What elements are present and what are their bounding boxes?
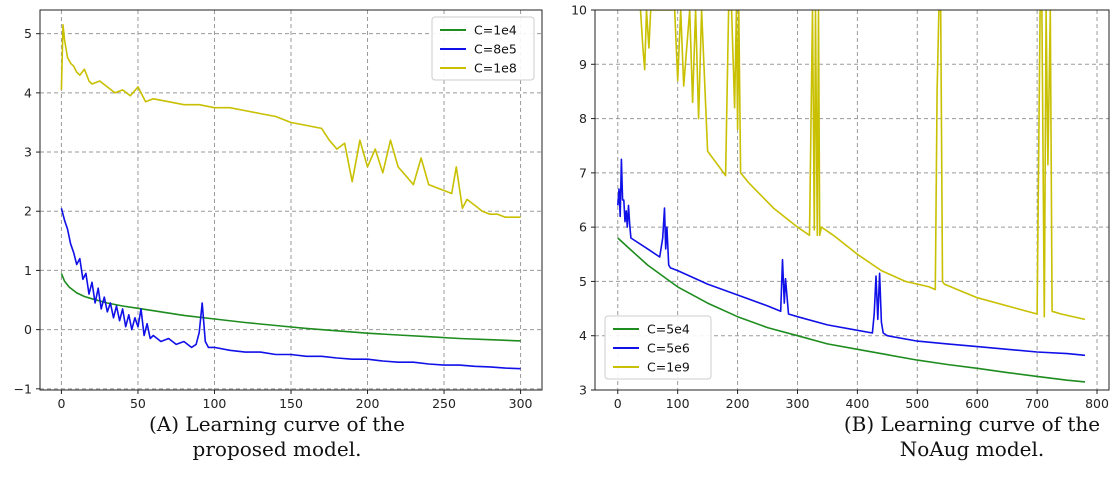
series-group	[60, 23, 521, 370]
y-tick-label: 3	[24, 145, 32, 160]
x-tick-label: 800	[1085, 396, 1109, 410]
legend-label-1: C=5e4	[647, 322, 690, 337]
caption-b-line1: Learning curve of the	[880, 412, 1101, 436]
caption-a-line2: proposed model.	[192, 437, 362, 461]
legend-label-3: C=1e8	[474, 61, 517, 76]
x-tick-label: 600	[965, 396, 989, 410]
caption-b-label: (B)	[843, 412, 875, 436]
plot-frame	[594, 9, 1110, 391]
x-tick-label: 250	[432, 396, 456, 410]
y-tick-label: 10	[571, 3, 587, 18]
series-line-1	[617, 237, 1086, 383]
x-tick-label: 300	[786, 396, 810, 410]
chart-panel-b: 0 100 200 300 400 500 600 700 800 3 4 5 6 7 8 9 10 C=5e4 C…	[557, 0, 1115, 497]
y-tick-label: 6	[579, 220, 587, 235]
y-tick-label: 0	[24, 322, 32, 337]
x-tick-label: 0	[614, 396, 622, 410]
legend: C=5e4 C=5e6 C=1e9	[604, 315, 712, 380]
x-tick-label: 0	[57, 396, 65, 410]
legend-label-2: C=8e5	[474, 42, 517, 57]
x-tick-label: 700	[1025, 396, 1049, 410]
caption-b: (B) Learning curve of the NoAug model.	[772, 412, 1115, 462]
x-tick-label: 100	[666, 396, 690, 410]
x-tick-label: 100	[203, 396, 227, 410]
y-tick-label: 5	[24, 26, 32, 41]
y-tick-label: 9	[579, 57, 587, 72]
caption-a-label: (A)	[148, 412, 180, 436]
x-tick-label: 50	[130, 396, 146, 410]
y-tick-label: 3	[579, 383, 587, 398]
series-line-3	[60, 23, 521, 218]
chart-panel-a: 0 50 100 150 200 250 300 −1 0 1 2 3 4 5 C=1e4 C=8e5 C=1e…	[0, 0, 557, 497]
x-tick-label: 150	[279, 396, 303, 410]
legend-label-3: C=1e9	[647, 360, 690, 375]
legend-label-1: C=1e4	[474, 23, 517, 38]
caption-a: (A) Learning curve of the proposed model…	[77, 412, 477, 462]
y-tick-label: 5	[579, 274, 587, 289]
series-line-2	[617, 158, 1086, 357]
legend-box	[604, 315, 712, 380]
x-tick-label: 200	[726, 396, 750, 410]
legend-label-2: C=5e6	[647, 341, 690, 356]
legend-box	[431, 16, 535, 81]
caption-b-line2: NoAug model.	[899, 437, 1045, 461]
legend: C=1e4 C=8e5 C=1e8	[431, 16, 535, 81]
y-tick-label: 2	[24, 204, 32, 219]
x-tick-label: 200	[356, 396, 380, 410]
chart-b-svg: 0 100 200 300 400 500 600 700 800345678910C=5e4C…	[571, 3, 1110, 410]
x-tick-label: 300	[509, 396, 533, 410]
x-tick-label: 500	[905, 396, 929, 410]
series-line-3	[639, 10, 1086, 321]
y-tick-label: 7	[579, 165, 587, 180]
caption-a-line1: Learning curve of the	[185, 412, 406, 436]
series-line-1	[60, 273, 521, 342]
series-group	[617, 10, 1086, 383]
y-tick-label: 4	[579, 328, 587, 343]
y-tick-label: 4	[24, 85, 32, 100]
series-line-2	[60, 208, 521, 370]
y-tick-label: 8	[579, 111, 587, 126]
y-tick-label: 1	[24, 263, 32, 278]
y-tick-label: −1	[14, 381, 32, 396]
x-tick-label: 400	[845, 396, 869, 410]
